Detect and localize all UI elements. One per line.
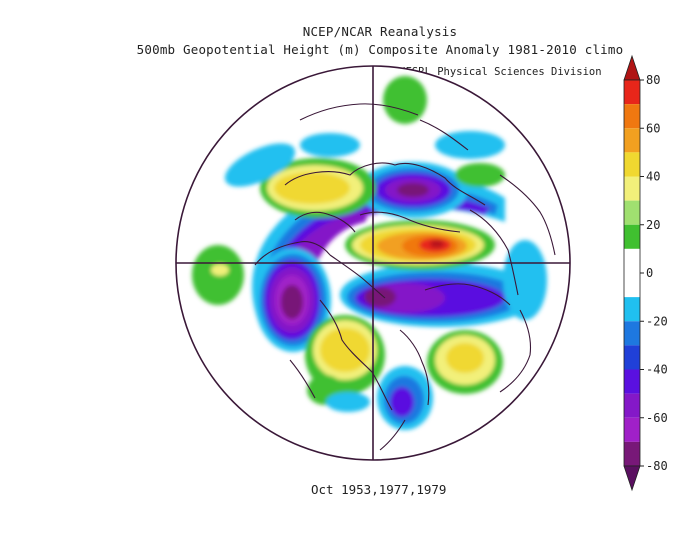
colorbar-segment [624, 273, 640, 298]
colorbar-tick-label: 0 [646, 266, 653, 280]
colorbar-segment [624, 345, 640, 370]
colorbar-bottom-arrow [623, 465, 641, 492]
colorbar-segment [624, 128, 640, 153]
colorbar-tick-label: 20 [646, 218, 660, 232]
colorbar-tick-label: -60 [646, 411, 668, 425]
colorbar-segment [624, 321, 640, 346]
colorbar-segment [624, 417, 640, 442]
colorbar-segment [624, 200, 640, 225]
colorbar-tick-label: 80 [646, 73, 660, 87]
colorbar-segment [624, 369, 640, 394]
colorbar-tick-label: -40 [646, 363, 668, 377]
colorbar: 80 60 40 20 0 -20 -40 -60 -80 [623, 54, 668, 492]
colorbar-tick-label: 40 [646, 170, 660, 184]
colorbar-segment [624, 104, 640, 129]
title-line-1: NCEP/NCAR Reanalysis [302, 24, 458, 39]
title-line-2: 500mb Geopotential Height (m) Composite … [136, 42, 624, 57]
colorbar-segment [624, 80, 640, 105]
colorbar-segment [624, 176, 640, 201]
colorbar-segment [624, 248, 640, 273]
colorbar-segment [624, 441, 640, 466]
map-boundary [175, 65, 571, 461]
anomaly-field [176, 66, 570, 460]
colorbar-segment [624, 393, 640, 418]
colorbar-segment [624, 297, 640, 322]
colorbar-tick-label: -20 [646, 314, 668, 328]
colorbar-segment [624, 224, 640, 249]
colorbar-tick-label: 60 [646, 121, 660, 135]
caption: Oct 1953,1977,1979 [311, 482, 447, 497]
coastlines [254, 103, 556, 451]
colorbar-segment [624, 152, 640, 177]
colorbar-tick-label: -80 [646, 459, 668, 473]
colorbar-top-arrow [623, 54, 641, 81]
